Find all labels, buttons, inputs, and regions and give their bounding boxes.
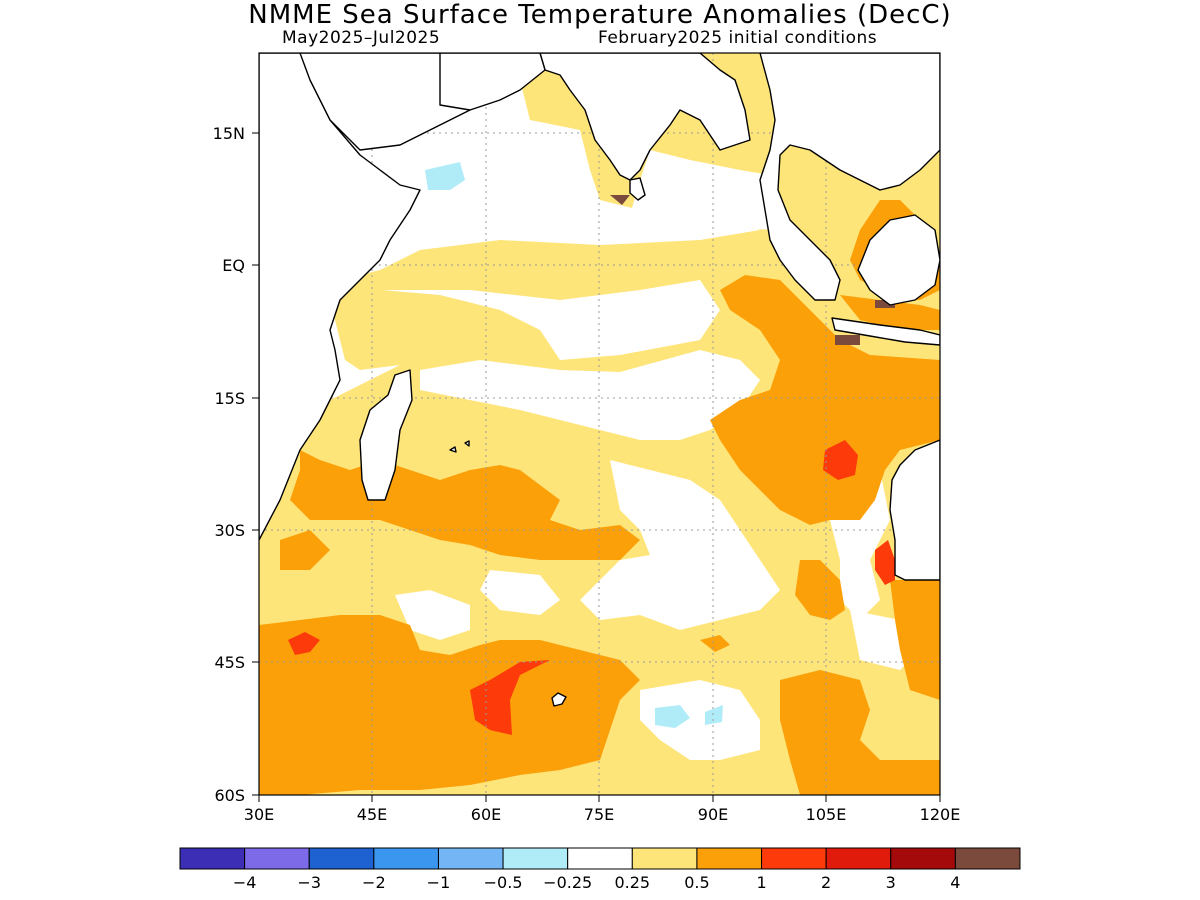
white-region-south-central bbox=[580, 460, 780, 630]
colorbar-swatch bbox=[308, 847, 375, 870]
forecast-period: May2025–Jul2025 bbox=[282, 28, 441, 48]
australia-coast bbox=[889, 439, 940, 581]
colorbar-swatch bbox=[825, 847, 892, 870]
white-region-central bbox=[382, 280, 720, 360]
anomaly-field bbox=[259, 53, 940, 795]
lon-label-75e: 75E bbox=[584, 805, 614, 824]
colorbar-swatch bbox=[567, 847, 633, 870]
white-region-southwest bbox=[395, 590, 470, 640]
orange-region-east-small bbox=[795, 560, 845, 620]
grid-lines bbox=[259, 53, 940, 795]
white-region-east-equatorial bbox=[420, 350, 760, 440]
colorbar-label: 1 bbox=[756, 873, 766, 892]
colorbar-swatch bbox=[437, 847, 504, 870]
arabia-coast bbox=[439, 53, 546, 111]
colorbar-swatch bbox=[761, 847, 827, 870]
lat-label-15s: 15S bbox=[214, 389, 245, 408]
colorbar-label: −0.25 bbox=[543, 873, 592, 892]
orange-region-east bbox=[710, 275, 940, 525]
orange-region-southwest-2 bbox=[280, 530, 330, 570]
orange-region-south bbox=[259, 615, 640, 795]
colorbar-swatch bbox=[890, 847, 956, 870]
srilanka-coast bbox=[629, 177, 646, 201]
lat-label-45s: 45S bbox=[214, 653, 245, 672]
kerguelen-coast bbox=[551, 692, 567, 707]
brown-spot-srilanka bbox=[610, 195, 630, 205]
white-region-south bbox=[640, 680, 760, 760]
cyan-region-arabian bbox=[425, 162, 465, 190]
colorbar: −4 −3 −2 −1 −0.5 −0.25 0.25 0.5 1 2 3 4 bbox=[179, 847, 1021, 892]
coastlines bbox=[259, 53, 940, 707]
red-region-east bbox=[823, 440, 858, 480]
orange-region-spot-1 bbox=[700, 635, 730, 652]
colorbar-label: 3 bbox=[886, 873, 896, 892]
lon-label-120e: 120E bbox=[920, 805, 961, 824]
lon-label-60e: 60E bbox=[471, 805, 501, 824]
colorbar-label: 2 bbox=[821, 873, 831, 892]
colorbar-label: 0.5 bbox=[684, 873, 709, 892]
colorbar-label: −0.5 bbox=[484, 873, 523, 892]
lon-label-105e: 105E bbox=[806, 805, 847, 824]
india-coast bbox=[539, 53, 751, 181]
mauritius-coast bbox=[449, 440, 470, 453]
brown-spot-sumatra bbox=[835, 335, 860, 345]
orange-region-south-east bbox=[780, 670, 940, 795]
lat-label-30s: 30S bbox=[214, 521, 245, 540]
white-region-bay bbox=[630, 150, 775, 232]
lat-label-15n: 15N bbox=[213, 124, 245, 143]
red-region-australia-west bbox=[875, 540, 895, 585]
cyan-region-south-1 bbox=[655, 705, 690, 728]
lon-label-30e: 30E bbox=[244, 805, 274, 824]
colorbar-swatch bbox=[179, 847, 246, 870]
cyan-region-south-2 bbox=[705, 705, 723, 725]
lon-label-45e: 45E bbox=[357, 805, 387, 824]
orange-region-indonesia bbox=[840, 295, 940, 330]
orange-region-far-east bbox=[890, 580, 940, 700]
colorbar-swatch bbox=[244, 847, 310, 870]
southeast-asia-coast bbox=[759, 53, 940, 301]
red-region-southwest bbox=[288, 632, 320, 655]
colorbar-label: 4 bbox=[950, 873, 960, 892]
white-region-mid-south bbox=[480, 570, 560, 615]
colorbar-swatch bbox=[502, 847, 569, 870]
latitude-labels: 15N EQ 15S 30S 45S 60S bbox=[213, 124, 245, 805]
colorbar-label: −1 bbox=[427, 873, 451, 892]
longitude-labels: 30E 45E 60E 75E 90E 105E 120E bbox=[244, 805, 961, 824]
lon-label-90e: 90E bbox=[698, 805, 728, 824]
red-region-south-central bbox=[470, 660, 550, 735]
borneo-coast bbox=[857, 214, 940, 306]
colorbar-swatch bbox=[696, 847, 763, 870]
colorbar-swatch bbox=[631, 847, 698, 870]
java-coast bbox=[831, 317, 940, 346]
initial-conditions: February2025 initial conditions bbox=[598, 28, 878, 48]
lat-label-60s: 60S bbox=[214, 786, 245, 805]
colorbar-label: 0.25 bbox=[614, 873, 650, 892]
colorbar-label: −4 bbox=[233, 873, 257, 892]
madagascar-coast bbox=[359, 369, 413, 501]
colorbar-label: −2 bbox=[362, 873, 386, 892]
lat-label-eq: EQ bbox=[222, 256, 245, 275]
colorbar-label: −3 bbox=[297, 873, 321, 892]
chart-title: NMME Sea Surface Temperature Anomalies (… bbox=[248, 0, 952, 30]
colorbar-swatch bbox=[954, 847, 1021, 870]
tick-marks bbox=[252, 132, 941, 802]
colorbar-swatch bbox=[373, 847, 439, 870]
